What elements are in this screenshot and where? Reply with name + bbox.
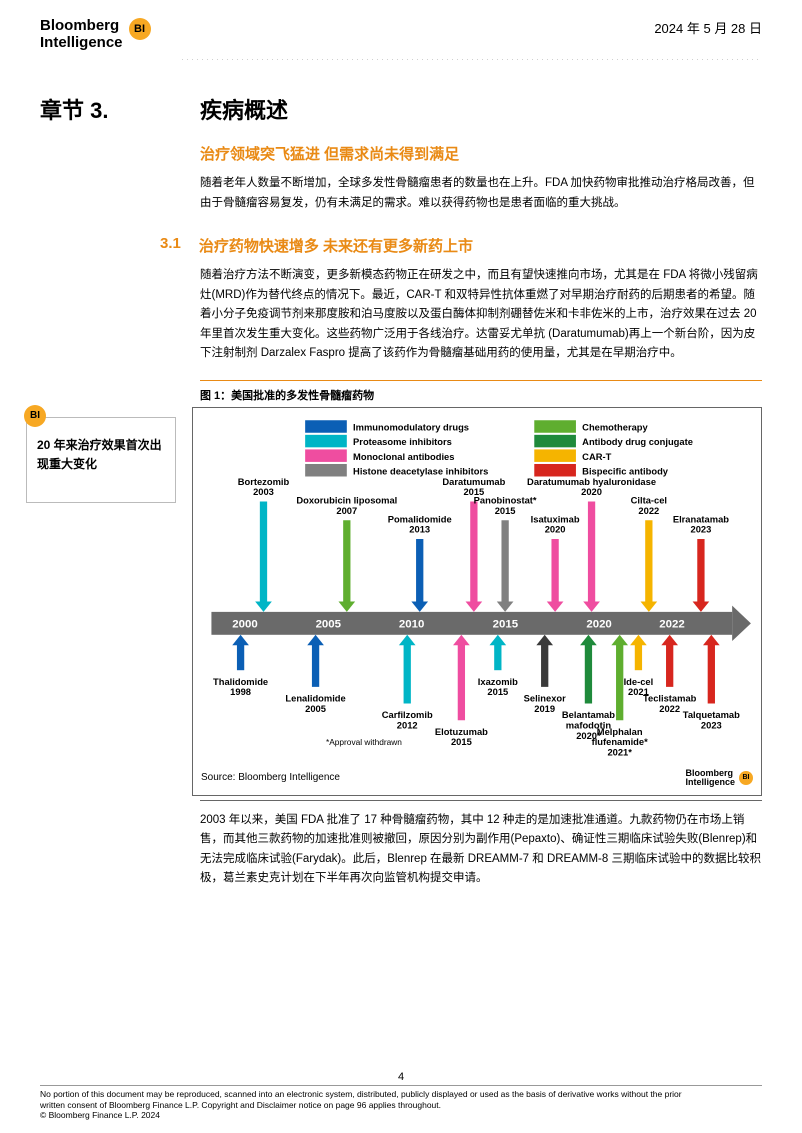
svg-text:Talquetamab: Talquetamab (683, 710, 740, 720)
brand-line1: Bloomberg (40, 18, 123, 35)
svg-text:2007: 2007 (336, 506, 357, 516)
intro-subheading: 治疗领域突飞猛进 但需求尚未得到满足 (200, 143, 802, 164)
svg-text:Lenalidomide: Lenalidomide (285, 693, 345, 703)
svg-text:2015: 2015 (493, 618, 519, 630)
svg-text:Pomalidomide: Pomalidomide (388, 514, 452, 524)
svg-text:Doxorubicin liposomal: Doxorubicin liposomal (296, 495, 397, 505)
sec31-paragraph: 随着治疗方法不断演变，更多新模态药物正在研发之中，而且有望快速推向市场，尤其是在… (200, 266, 762, 364)
callout: BI 20 年来治疗效果首次出现重大变化 (26, 407, 176, 503)
svg-text:Thalidomide: Thalidomide (213, 677, 268, 687)
svg-text:Immunomodulatory drugs: Immunomodulatory drugs (353, 422, 469, 432)
svg-text:Chemotherapy: Chemotherapy (582, 422, 648, 432)
svg-text:2012: 2012 (397, 720, 418, 730)
svg-text:flufenamide*: flufenamide* (592, 737, 649, 747)
chapter-row: 章节 3. 疾病概述 (0, 61, 802, 125)
svg-text:2015: 2015 (487, 687, 508, 697)
header-date: 2024 年 5 月 28 日 (654, 18, 762, 37)
svg-text:2023: 2023 (701, 720, 722, 730)
footer-line1: No portion of this document may be repro… (40, 1089, 682, 1099)
svg-text:Monoclonal antibodies: Monoclonal antibodies (353, 452, 454, 462)
figure-title-row: 图 1：美国批准的多发性骨髓瘤药物 (200, 387, 762, 403)
svg-text:2022: 2022 (638, 506, 659, 516)
section-number: 3.1 (160, 235, 181, 256)
svg-text:2019: 2019 (534, 704, 555, 714)
svg-text:Carfilzomib: Carfilzomib (382, 710, 433, 720)
figure-wrap: BI 20 年来治疗效果首次出现重大变化 Immunomodulatory dr… (26, 407, 762, 796)
svg-text:Bispecific antibody: Bispecific antibody (582, 466, 669, 476)
chapter-label: 章节 3. (40, 93, 160, 125)
svg-text:2020: 2020 (586, 618, 611, 630)
svg-text:Daratumumab: Daratumumab (442, 477, 505, 487)
chart-source: Source: Bloomberg Intelligence (201, 772, 340, 783)
mini-brand: Bloomberg Intelligence BI (685, 769, 753, 787)
svg-text:Melphalan: Melphalan (597, 727, 643, 737)
chart-source-row: Source: Bloomberg Intelligence Bloomberg… (201, 769, 753, 787)
svg-text:2021*: 2021* (607, 747, 632, 757)
brand-badge-icon: BI (129, 18, 151, 40)
brand-text: Bloomberg Intelligence (40, 18, 123, 51)
page-footer: 4 No portion of this document may be rep… (0, 1071, 802, 1121)
mini-brand-line2: Intelligence (685, 778, 735, 787)
callout-text: 20 年来治疗效果首次出现重大变化 (26, 417, 176, 503)
svg-text:CAR-T: CAR-T (582, 452, 611, 462)
figure-title: 图 1：美国批准的多发性骨髓瘤药物 (200, 387, 374, 403)
chapter-title: 疾病概述 (200, 93, 288, 125)
svg-text:*Approval withdrawn: *Approval withdrawn (326, 737, 402, 747)
figure-bottom-rule (200, 800, 762, 801)
svg-text:2022: 2022 (659, 618, 684, 630)
svg-text:2003: 2003 (253, 487, 274, 497)
svg-text:2020: 2020 (581, 487, 602, 497)
svg-text:2010: 2010 (399, 618, 424, 630)
timeline-svg: Immunomodulatory drugs Proteasome inhibit… (201, 414, 753, 758)
svg-text:Bortezomib: Bortezomib (238, 477, 290, 487)
mini-brand-badge-icon: BI (739, 771, 753, 785)
after-figure-paragraph: 2003 年以来，美国 FDA 批准了 17 种骨髓瘤药物，其中 12 种走的是… (200, 811, 762, 889)
footer-line3: © Bloomberg Finance L.P. 2024 (40, 1110, 160, 1120)
svg-text:Isatuximab: Isatuximab (531, 514, 580, 524)
timeline-chart: Immunomodulatory drugs Proteasome inhibit… (192, 407, 762, 796)
svg-text:2022: 2022 (659, 704, 680, 714)
section-3-1-heading: 3.1 治疗药物快速增多 未来还有更多新药上市 (160, 235, 802, 256)
svg-text:Histone deacetylase inhibitors: Histone deacetylase inhibitors (353, 466, 488, 476)
page-number: 4 (40, 1071, 762, 1083)
footer-disclaimer: No portion of this document may be repro… (40, 1085, 762, 1121)
section-title: 治疗药物快速增多 未来还有更多新药上市 (199, 235, 473, 256)
svg-text:2013: 2013 (409, 525, 430, 535)
svg-text:1998: 1998 (230, 687, 251, 697)
mini-brand-text: Bloomberg Intelligence (685, 769, 735, 787)
svg-text:Antibody drug conjugate: Antibody drug conjugate (582, 437, 693, 447)
page-header: Bloomberg Intelligence BI 2024 年 5 月 28 … (0, 0, 802, 51)
svg-text:2005: 2005 (305, 704, 326, 714)
callout-badge-icon: BI (24, 405, 46, 427)
svg-text:2015: 2015 (451, 737, 472, 747)
svg-text:Ide-cel: Ide-cel (624, 677, 654, 687)
svg-text:2023: 2023 (691, 525, 712, 535)
intro-paragraph: 随着老年人数量不断增加，全球多发性骨髓瘤患者的数量也在上升。FDA 加快药物审批… (200, 174, 762, 213)
brand-line2: Intelligence (40, 35, 123, 52)
svg-text:Elotuzumab: Elotuzumab (435, 727, 488, 737)
svg-text:Panobinostat*: Panobinostat* (474, 495, 537, 505)
svg-text:Belantamab: Belantamab (562, 710, 615, 720)
svg-text:2015: 2015 (495, 506, 516, 516)
brand: Bloomberg Intelligence BI (40, 18, 151, 51)
svg-text:Ixazomib: Ixazomib (478, 677, 518, 687)
svg-text:Cilta-cel: Cilta-cel (631, 495, 667, 505)
footer-line2: written consent of Bloomberg Finance L.P… (40, 1100, 441, 1110)
svg-text:2005: 2005 (316, 618, 342, 630)
svg-text:Proteasome inhibitors: Proteasome inhibitors (353, 437, 452, 447)
svg-text:Teclistamab: Teclistamab (643, 693, 697, 703)
svg-text:Daratumumab hyaluronidase: Daratumumab hyaluronidase (527, 477, 656, 487)
svg-text:2020: 2020 (545, 525, 566, 535)
svg-text:Elranatamab: Elranatamab (673, 514, 729, 524)
svg-text:2000: 2000 (232, 618, 257, 630)
figure-top-rule (200, 380, 762, 381)
svg-text:Selinexor: Selinexor (524, 693, 566, 703)
